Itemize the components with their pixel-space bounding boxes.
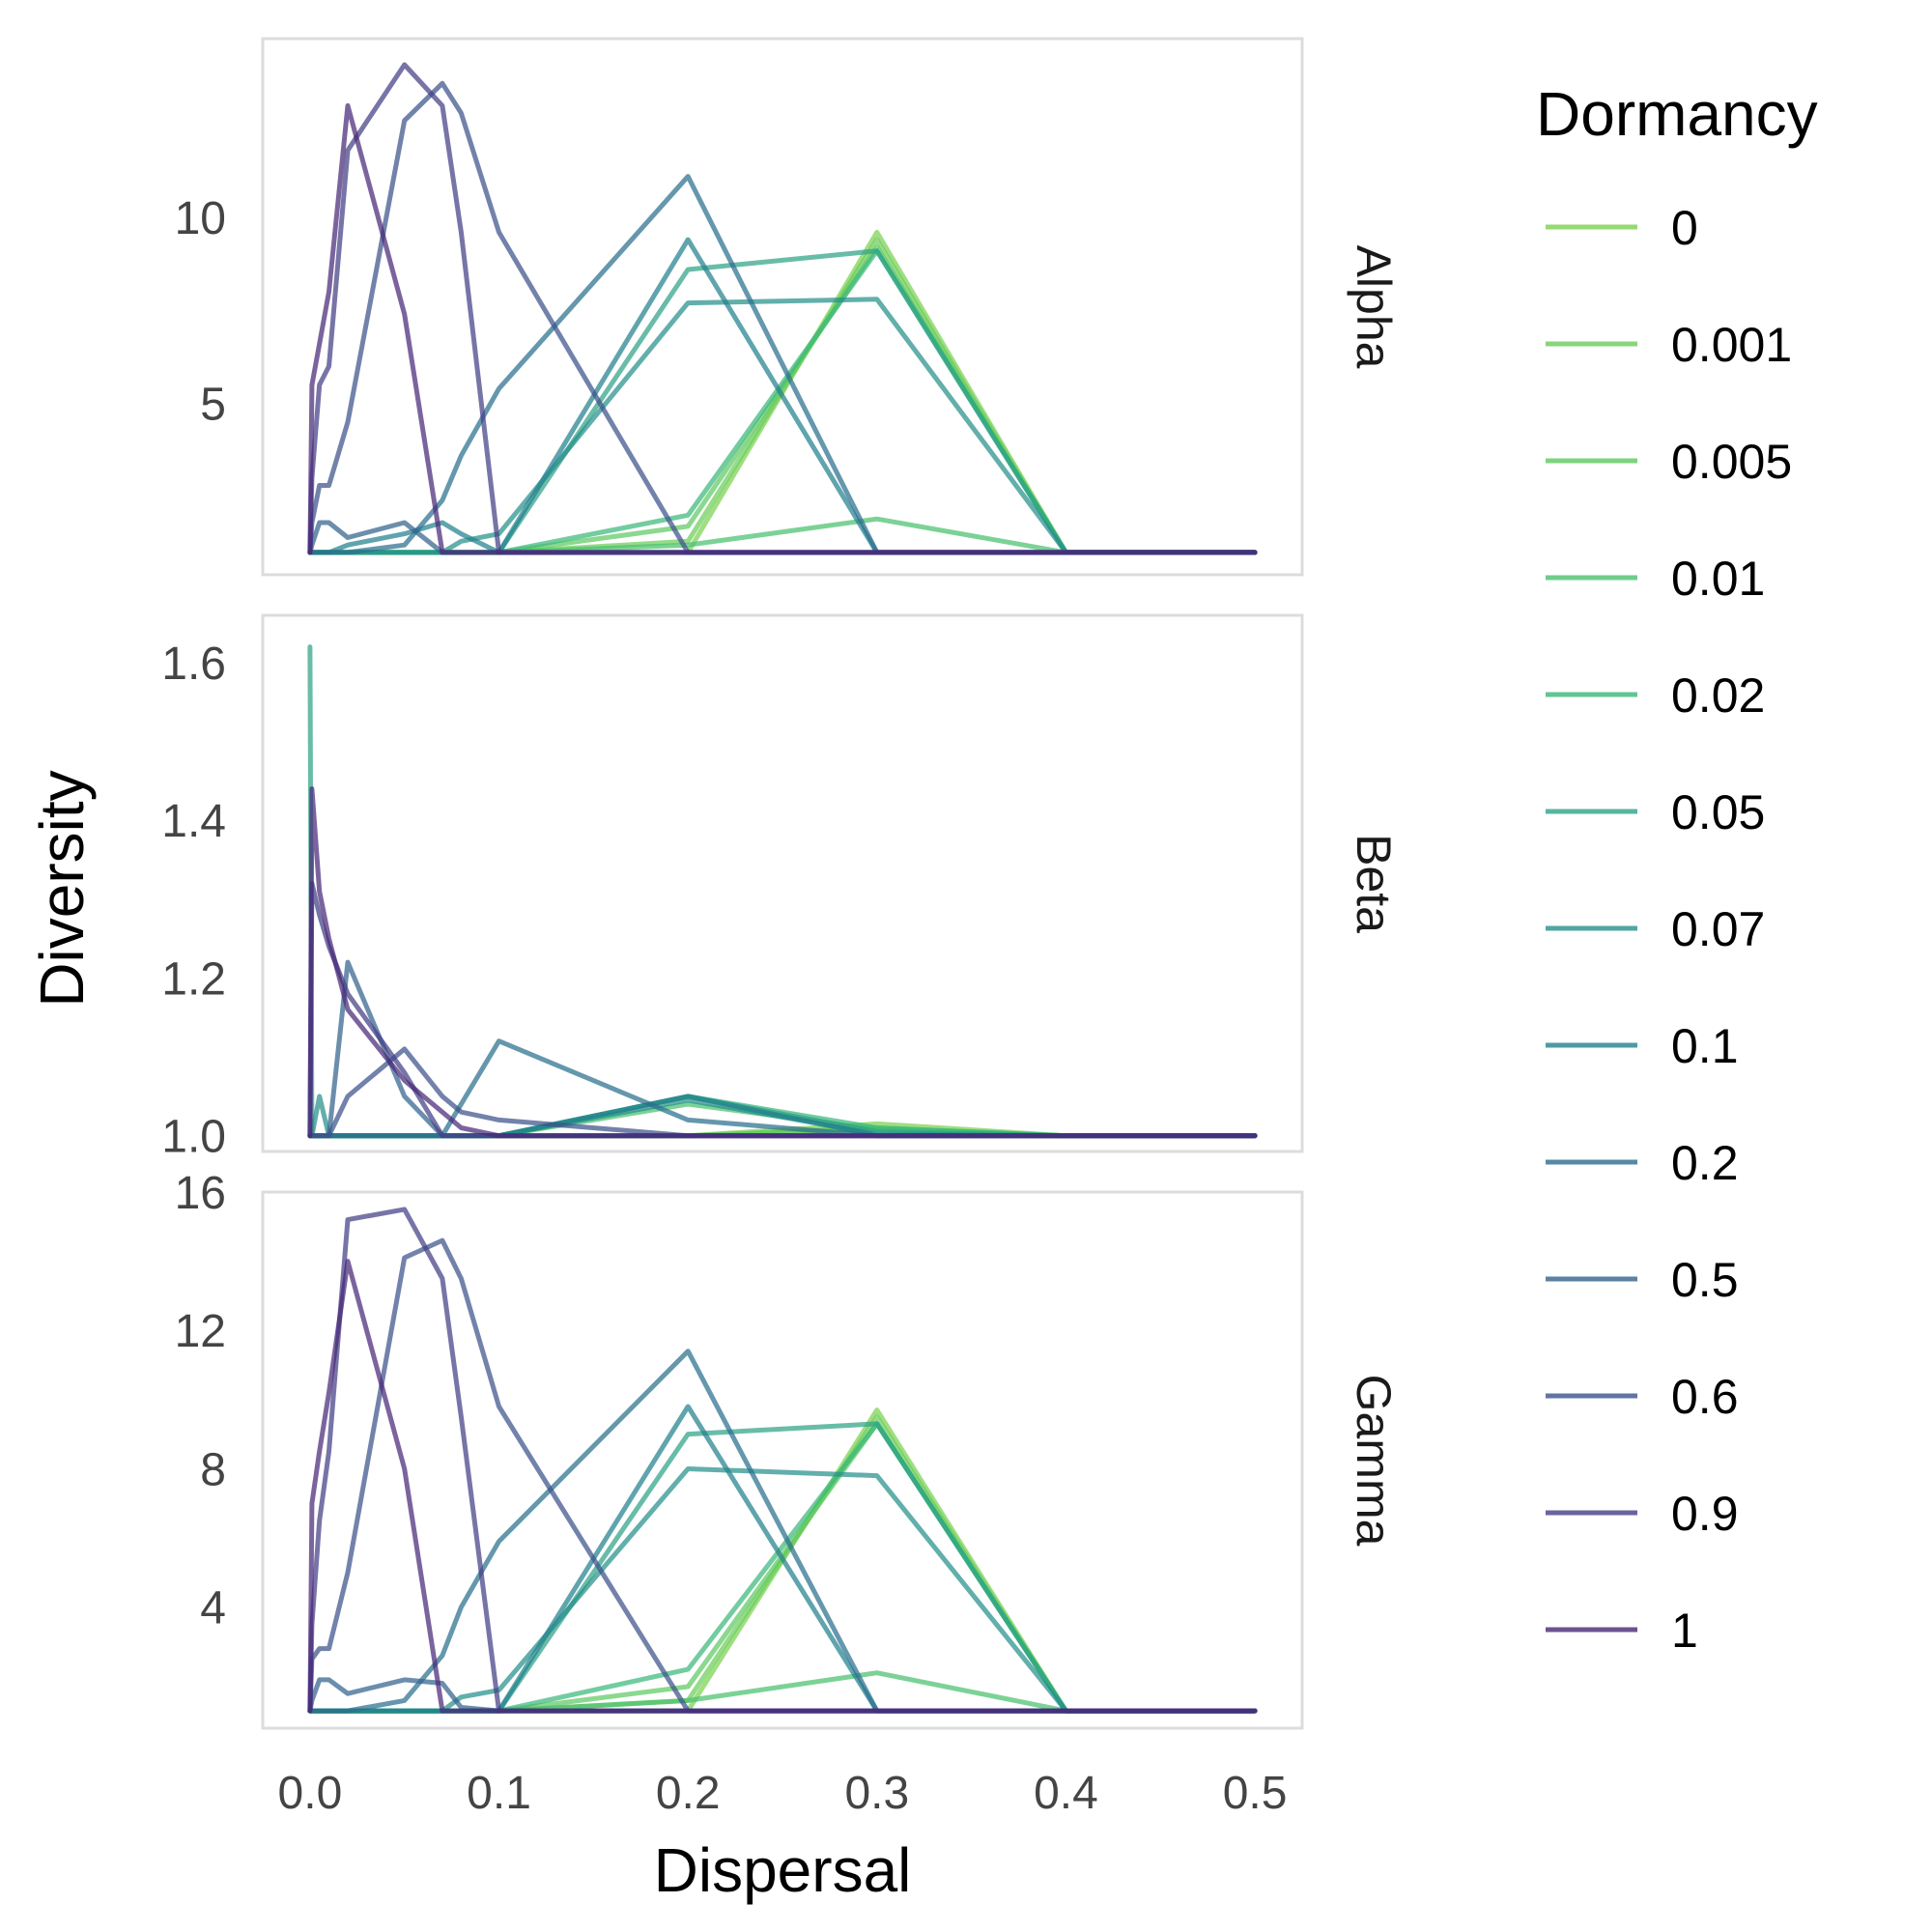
panel-gamma: 4 8 12 16 Gamma [175,1168,1401,1730]
legend-label: 0 [1671,201,1698,255]
series-line-0-9 [307,881,1258,1139]
series-line-0-1 [307,237,1258,555]
series-line-0-6 [307,1237,1258,1714]
legend-item: 0.05 [1546,785,1765,839]
x-tick-label: 0.1 [467,1768,531,1819]
legend-label: 0.01 [1671,552,1765,606]
strip-label-gamma: Gamma [1347,1375,1401,1547]
legend-item: 0.07 [1546,902,1765,956]
series-line-0-05 [307,248,1258,555]
legend-title: Dormancy [1536,79,1818,149]
y-tick-label: 8 [200,1444,226,1495]
panel-frame [261,613,1304,1153]
legend-label: 0.02 [1671,668,1765,723]
panel-beta: 1.0 1.2 1.4 1.6 Beta [161,613,1401,1163]
y-tick-label: 5 [200,380,226,431]
series-line-0-05 [307,1421,1258,1714]
series-line-0-2 [307,174,1258,555]
series-line-0-1 [307,1404,1258,1714]
series-line-0-005 [307,1421,1258,1714]
panel-alpha: 5 10 Alpha [175,37,1401,577]
series-group [307,1207,1258,1714]
series-line-1 [307,1259,1258,1714]
legend-item: 0.1 [1546,1019,1739,1073]
series-line-1 [307,786,1258,1139]
legend-label: 0.5 [1671,1253,1739,1307]
legend-label: 0.05 [1671,785,1765,839]
panel-frame [261,1190,1304,1730]
legend-item: 0.02 [1546,668,1765,723]
legend-item: 0.001 [1546,318,1792,372]
y-tick-label: 1.0 [161,1112,226,1163]
y-axis-title: Diversity [27,770,97,1007]
x-tick-label: 0.3 [844,1768,909,1819]
legend-item: 0.005 [1546,435,1792,489]
strip-label-alpha: Alpha [1347,245,1401,369]
y-tick-label: 4 [200,1583,226,1634]
legend-item: 0.2 [1546,1136,1739,1190]
legend-item: 0.01 [1546,552,1765,606]
series-line-0-07 [307,297,1258,555]
panels: 5 10 Alpha 1.0 1.2 1.4 1.6 Beta 4 8 12 16 Gamma [161,37,1401,1730]
y-tick-label: 1.2 [161,953,226,1005]
legend-label: 1 [1671,1604,1698,1658]
series-group [307,644,1258,1139]
x-tick-label: 0.0 [278,1768,343,1819]
strip-label-beta: Beta [1347,834,1401,933]
series-line-0-07 [307,1466,1258,1714]
y-tick-label: 10 [175,193,226,244]
legend: Dormancy 0 0.001 0.005 0.01 0.02 0.05 0.07 0.1 0… [1536,79,1818,1658]
series-line-0-02 [307,1421,1258,1714]
y-tick-label: 12 [175,1306,226,1357]
y-tick-label: 1.4 [161,796,226,847]
legend-label: 0.6 [1671,1370,1739,1424]
legend-item: 0.5 [1546,1253,1739,1307]
legend-label: 0.07 [1671,902,1765,956]
legend-label: 0.005 [1671,435,1792,489]
x-tick-label: 0.2 [656,1768,721,1819]
legend-item: 1 [1546,1604,1698,1658]
y-tick-label: 16 [175,1168,226,1219]
series-line-1 [307,102,1258,555]
legend-item: 0.6 [1546,1370,1739,1424]
legend-label: 0.1 [1671,1019,1739,1073]
y-tick-label: 1.6 [161,639,226,690]
legend-item: 0 [1546,201,1698,255]
x-axis-title: Dispersal [654,1835,912,1905]
legend-label: 0.9 [1671,1487,1739,1541]
series-line-0-02 [307,248,1258,555]
series-line-0-05 [307,644,1258,1139]
legend-item: 0.9 [1546,1487,1739,1541]
x-tick-label: 0.5 [1223,1768,1288,1819]
panel-frame [261,37,1304,577]
x-tick-label: 0.4 [1034,1768,1098,1819]
series-group [307,62,1258,555]
legend-label: 0.2 [1671,1136,1739,1190]
series-line-0-2 [307,1349,1258,1714]
x-axis: 0.0 0.1 0.2 0.3 0.4 0.5 [278,1768,1288,1819]
legend-label: 0.001 [1671,318,1792,372]
